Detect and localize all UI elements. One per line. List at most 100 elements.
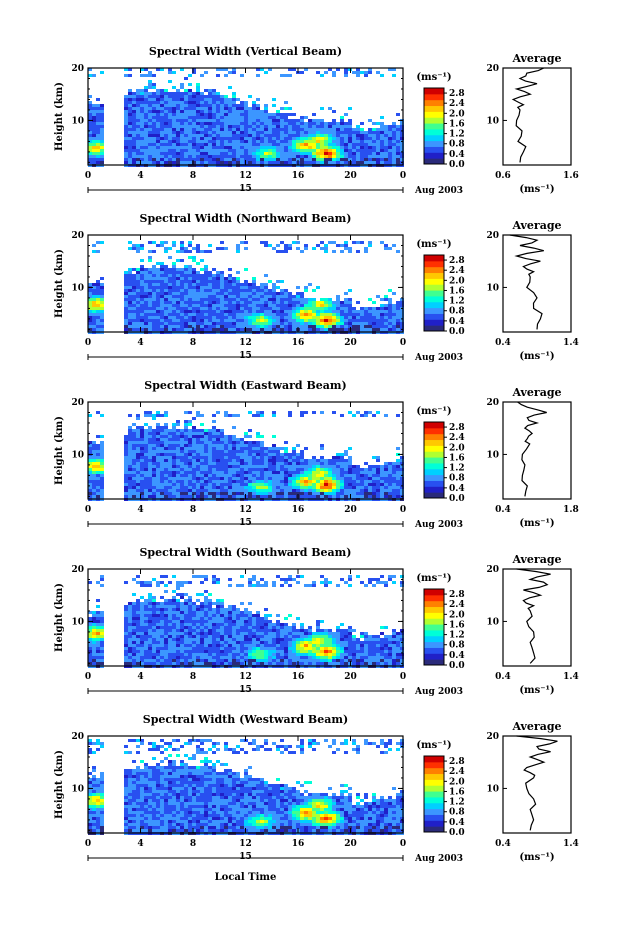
colorbar-tick-label: 0.4 <box>449 818 465 828</box>
colorbar-tick-label: 2.0 <box>449 443 465 453</box>
average-y-tick-label: 10 <box>486 116 499 126</box>
average-x-label: (ms⁻¹) <box>519 351 554 362</box>
average-title: Average <box>511 553 561 566</box>
x-tick-label: 12 <box>239 338 252 348</box>
average-title: Average <box>511 720 561 733</box>
x-tick-label: 16 <box>292 171 305 181</box>
colorbar-segment <box>424 600 444 608</box>
colorbar-tick-label: 2.8 <box>449 590 465 600</box>
colorbar-segment <box>424 785 444 792</box>
colorbar-tick-label: 0.8 <box>449 474 465 484</box>
x-tick-label: 8 <box>190 672 196 682</box>
colorbar-segment <box>424 111 444 118</box>
x-tick-label: 4 <box>137 171 143 181</box>
average-profile-line <box>516 735 558 831</box>
y-tick-label: 20 <box>71 732 84 742</box>
colorbar-unit: (ms⁻¹) <box>416 573 451 584</box>
colorbar-tick-label: 2.8 <box>449 423 465 433</box>
colorbar-tick-label: 2.4 <box>449 266 465 276</box>
x-tick-label: 0 <box>400 839 406 849</box>
colorbar-segment <box>424 492 444 499</box>
average-x-tick-label: 0.4 <box>495 338 511 348</box>
average-x-tick-label: 1.4 <box>563 338 579 348</box>
x-tick-label: 20 <box>344 338 357 348</box>
x-tick-label: 20 <box>344 505 357 515</box>
colorbar-segment <box>424 462 444 470</box>
colorbar-segment <box>424 451 444 458</box>
y-axis-label: Height (km) <box>54 750 65 819</box>
colorbar-segment <box>424 99 444 107</box>
average-y-tick-label: 20 <box>486 231 499 241</box>
colorbar-segment <box>424 641 444 648</box>
colorbar-segment <box>424 647 444 654</box>
colorbar-segment <box>424 756 444 763</box>
colorbar-tick-label: 2.0 <box>449 276 465 286</box>
colorbar-segment <box>424 325 444 332</box>
colorbar-frame <box>423 588 445 666</box>
colorbar-tick-label: 0.8 <box>449 808 465 818</box>
heatmap <box>88 739 404 835</box>
colorbar-tick-label: 0.8 <box>449 140 465 150</box>
x-tick-label: 12 <box>239 505 252 515</box>
x-tick-label: 0 <box>400 672 406 682</box>
average-x-tick-label: 1.4 <box>563 839 579 849</box>
colorbar-segment <box>424 773 444 780</box>
colorbar-segment <box>424 278 444 285</box>
colorbar-segment <box>424 629 444 637</box>
colorbar-tick-label: 2.8 <box>449 256 465 266</box>
colorbar-tick-label: 0.8 <box>449 641 465 651</box>
colorbar: (ms⁻¹) 2.82.42.01.61.20.80.40.0 <box>416 740 464 838</box>
colorbar-segment <box>424 612 444 619</box>
colorbar-segment <box>424 433 444 441</box>
colorbar-segment <box>424 767 444 775</box>
y-tick-label: 20 <box>71 64 84 74</box>
x-tick-label: 0 <box>85 839 91 849</box>
colorbar-segment <box>424 468 444 476</box>
colorbar-segment <box>424 653 444 660</box>
x-tick-label: 0 <box>400 338 406 348</box>
day-label: 15 <box>239 685 252 695</box>
average-x-label: (ms⁻¹) <box>519 685 554 696</box>
y-axis-label: Height (km) <box>54 249 65 318</box>
colorbar-tick-label: 1.2 <box>449 130 465 140</box>
average-panel: Average 10 20 0.4 1.4 (ms⁻¹) <box>486 219 578 362</box>
y-axis-label: Height (km) <box>54 416 65 485</box>
colorbar-tick-label: 1.2 <box>449 464 465 474</box>
colorbar-segment <box>424 88 444 95</box>
y-tick-label: 10 <box>71 116 84 126</box>
colorbar-segment <box>424 284 444 291</box>
colorbar-tick-label: 2.0 <box>449 610 465 620</box>
panel-0: Spectral Width (Vertical Beam) 10 20 Height… <box>54 45 579 196</box>
date-label: Aug 2003 <box>414 854 463 864</box>
date-label: Aug 2003 <box>414 353 463 363</box>
average-x-tick-label: 0.4 <box>495 839 511 849</box>
colorbar-segment <box>424 255 444 262</box>
average-y-tick-label: 10 <box>486 784 499 794</box>
colorbar-segment <box>424 594 444 602</box>
average-profile-line <box>509 234 544 330</box>
panel-3: Spectral Width (Southward Beam) 10 20 Heigh… <box>54 546 579 697</box>
colorbar-frame <box>423 254 445 332</box>
colorbar-tick-label: 0.4 <box>449 484 465 494</box>
average-x-tick-label: 0.4 <box>495 672 511 682</box>
colorbar-segment <box>424 814 444 821</box>
panel-title: Spectral Width (Northward Beam) <box>140 212 352 225</box>
colorbar-tick-label: 0.0 <box>449 160 465 170</box>
colorbar-segment <box>424 486 444 493</box>
day-label: 15 <box>239 351 252 361</box>
x-tick-label: 8 <box>190 338 196 348</box>
colorbar-tick-label: 0.0 <box>449 661 465 671</box>
x-tick-label: 4 <box>137 672 143 682</box>
colorbar-segment <box>424 808 444 815</box>
colorbar-tick-label: 1.6 <box>449 787 465 797</box>
average-x-label: (ms⁻¹) <box>519 518 554 529</box>
colorbar-segment <box>424 266 444 274</box>
average-x-tick-label: 0.6 <box>495 171 511 181</box>
colorbar-segment <box>424 93 444 101</box>
x-tick-label: 0 <box>400 171 406 181</box>
colorbar-unit: (ms⁻¹) <box>416 406 451 417</box>
day-label: 15 <box>239 518 252 528</box>
colorbar-segment <box>424 624 444 631</box>
colorbar-unit: (ms⁻¹) <box>416 740 451 751</box>
colorbar-tick-label: 2.4 <box>449 433 465 443</box>
